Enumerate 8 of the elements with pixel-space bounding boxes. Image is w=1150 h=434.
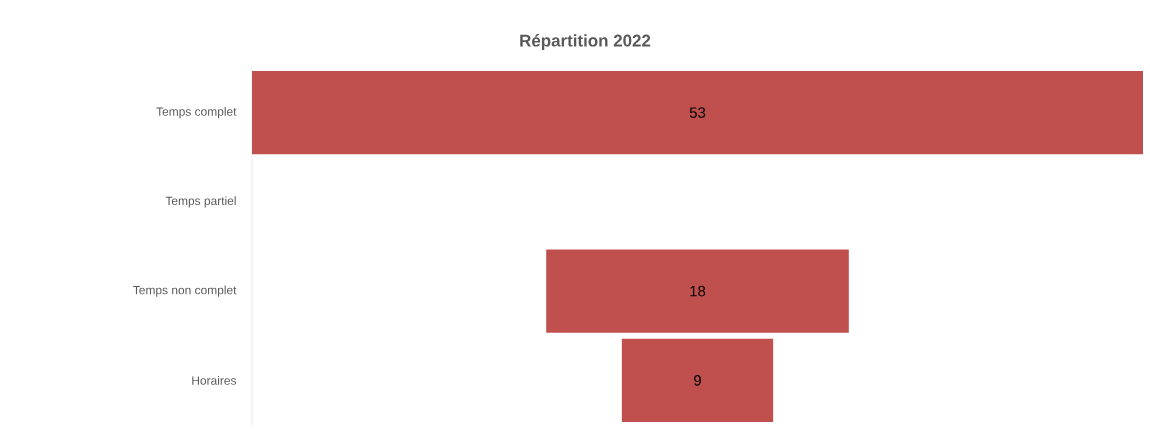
text: Répartition 2022 <box>520 34 651 50</box>
data-label: 53 <box>689 107 706 118</box>
data-label: 18 <box>690 285 706 297</box>
data-label: 9 <box>694 375 701 386</box>
category-label: Temps non complet <box>133 285 237 297</box>
category-label: Temps partiel <box>165 196 236 208</box>
category-label: Temps complet <box>156 107 237 119</box>
category-label: Horaires <box>192 375 237 385</box>
